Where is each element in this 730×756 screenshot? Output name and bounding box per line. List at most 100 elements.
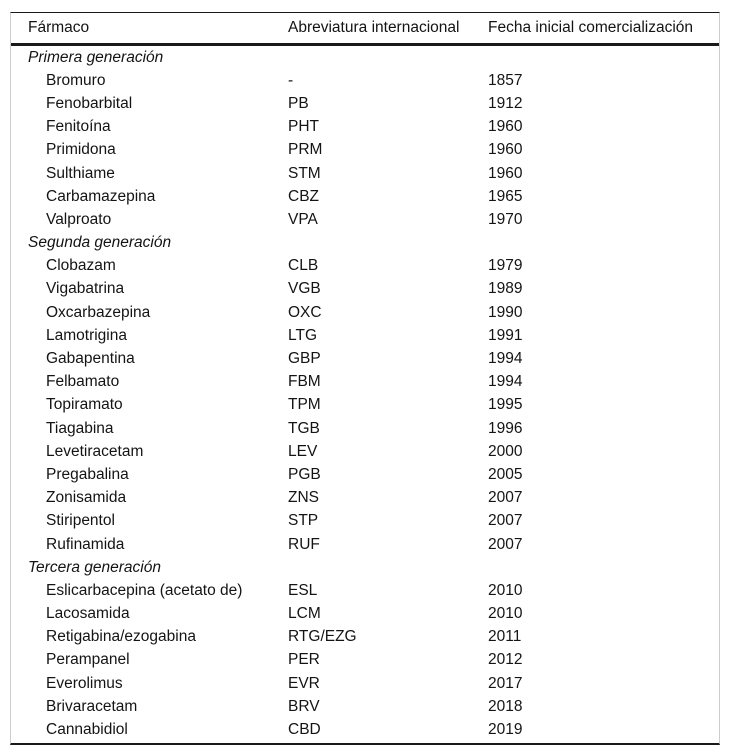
abbreviation-cell: RUF — [288, 535, 320, 553]
abbreviation-cell: ZNS — [288, 489, 319, 507]
drug-name-cell: Cannabidiol — [46, 721, 128, 739]
column-header-fecha: Fecha inicial comercialización — [488, 19, 694, 36]
section-label: Tercera generación — [28, 558, 161, 576]
table-row: Pregabalina PGB 2005 — [11, 463, 719, 486]
drug-name-cell: Fenitoína — [46, 118, 111, 136]
abbreviation-cell: OXC — [288, 303, 322, 321]
table-header-row: Fármaco Abreviatura internacional Fecha … — [11, 13, 719, 46]
drug-name-cell: Carbamazepina — [46, 187, 156, 205]
drug-name-cell: Sulthiame — [46, 164, 115, 182]
drug-name-cell: Lacosamida — [46, 605, 130, 623]
abbreviation-cell: PHT — [288, 118, 319, 136]
abbreviation-cell: PER — [288, 651, 320, 669]
table-row: Brivaracetam BRV 2018 — [11, 695, 719, 718]
year-cell: 1994 — [488, 350, 523, 368]
abbreviation-cell: PGB — [288, 465, 321, 483]
table-row: Cannabidiol CBD 2019 — [11, 718, 719, 741]
year-cell: 2000 — [488, 442, 523, 460]
drug-name-cell: Perampanel — [46, 651, 130, 669]
column-header-farmaco: Fármaco — [28, 19, 90, 36]
drug-name-cell: Levetiracetam — [46, 442, 144, 460]
section-header-row: Segunda generación — [11, 232, 719, 255]
table-row: Sulthiame STM 1960 — [11, 162, 719, 185]
table-row: Everolimus EVR 2017 — [11, 672, 719, 695]
abbreviation-cell: ESL — [288, 581, 318, 599]
drug-name-cell: Clobazam — [46, 257, 116, 275]
abbreviation-cell: TGB — [288, 419, 320, 437]
table-body: Primera generación Bromuro - 1857 Fenobarbit… — [11, 46, 719, 743]
year-cell: 2017 — [488, 674, 523, 692]
year-cell: 2010 — [488, 605, 523, 623]
abbreviation-cell: CLB — [288, 257, 319, 275]
table-row: Felbamato FBM 1994 — [11, 371, 719, 394]
table-row: Zonisamida ZNS 2007 — [11, 487, 719, 510]
drug-name-cell: Brivaracetam — [46, 697, 138, 715]
year-cell: 2011 — [488, 628, 522, 646]
abbreviation-cell: STP — [288, 512, 319, 530]
year-cell: 2012 — [488, 651, 523, 669]
abbreviation-cell: TPM — [288, 396, 321, 414]
year-cell: 2019 — [488, 721, 523, 739]
abbreviation-cell: GBP — [288, 350, 321, 368]
year-cell: 1979 — [488, 257, 523, 275]
year-cell: 1990 — [488, 303, 523, 321]
abbreviation-cell: PB — [288, 94, 309, 112]
drug-name-cell: Everolimus — [46, 674, 123, 692]
abbreviation-cell: VGB — [288, 280, 321, 298]
table-row: Carbamazepina CBZ 1965 — [11, 185, 719, 208]
year-cell: 2007 — [488, 512, 523, 530]
year-cell: 1960 — [488, 141, 523, 159]
table-row: Lacosamida LCM 2010 — [11, 603, 719, 626]
table-row: Fenobarbital PB 1912 — [11, 92, 719, 115]
drug-table: Fármaco Abreviatura internacional Fecha … — [10, 12, 720, 745]
drug-name-cell: Valproato — [46, 210, 112, 228]
table-row: Bromuro - 1857 — [11, 69, 719, 92]
year-cell: 1857 — [488, 71, 523, 89]
drug-name-cell: Stiripentol — [46, 512, 115, 530]
table-row: Fenitoína PHT 1960 — [11, 116, 719, 139]
drug-name-cell: Rufinamida — [46, 535, 125, 553]
section-label: Segunda generación — [28, 234, 172, 252]
abbreviation-cell: VPA — [288, 210, 318, 228]
abbreviation-cell: LTG — [288, 326, 317, 344]
section-header-row: Tercera generación — [11, 556, 719, 579]
abbreviation-cell: - — [288, 71, 294, 89]
table-row: Eslicarbacepina (acetato de) ESL 2010 — [11, 579, 719, 602]
table-row: Gabapentina GBP 1994 — [11, 347, 719, 370]
table-row: Stiripentol STP 2007 — [11, 510, 719, 533]
abbreviation-cell: LCM — [288, 605, 321, 623]
drug-name-cell: Vigabatrina — [46, 280, 125, 298]
abbreviation-cell: CBD — [288, 721, 321, 739]
drug-name-cell: Fenobarbital — [46, 94, 133, 112]
column-header-abreviatura: Abreviatura internacional — [288, 19, 460, 36]
year-cell: 1995 — [488, 396, 523, 414]
drug-name-cell: Bromuro — [46, 71, 106, 89]
table-row: Primidona PRM 1960 — [11, 139, 719, 162]
abbreviation-cell: RTG/EZG — [288, 628, 357, 646]
year-cell: 1970 — [488, 210, 523, 228]
section-label: Primera generación — [28, 48, 164, 66]
table-row: Vigabatrina VGB 1989 — [11, 278, 719, 301]
year-cell: 2007 — [488, 489, 523, 507]
year-cell: 2005 — [488, 465, 523, 483]
section-header-row: Primera generación — [11, 46, 719, 69]
year-cell: 1960 — [488, 164, 523, 182]
year-cell: 1965 — [488, 187, 523, 205]
year-cell: 1994 — [488, 373, 523, 391]
drug-name-cell: Zonisamida — [46, 489, 127, 507]
abbreviation-cell: BRV — [288, 697, 320, 715]
table-row: Perampanel PER 2012 — [11, 649, 719, 672]
table-row: Lamotrigina LTG 1991 — [11, 324, 719, 347]
table-row: Tiagabina TGB 1996 — [11, 417, 719, 440]
abbreviation-cell: PRM — [288, 141, 323, 159]
drug-name-cell: Lamotrigina — [46, 326, 127, 344]
table-row: Levetiracetam LEV 2000 — [11, 440, 719, 463]
year-cell: 2018 — [488, 697, 523, 715]
drug-name-cell: Oxcarbazepina — [46, 303, 151, 321]
table-row: Valproato VPA 1970 — [11, 208, 719, 231]
year-cell: 2007 — [488, 535, 523, 553]
abbreviation-cell: CBZ — [288, 187, 319, 205]
year-cell: 1996 — [488, 419, 523, 437]
drug-name-cell: Gabapentina — [46, 350, 135, 368]
drug-name-cell: Retigabina/ezogabina — [46, 628, 196, 646]
